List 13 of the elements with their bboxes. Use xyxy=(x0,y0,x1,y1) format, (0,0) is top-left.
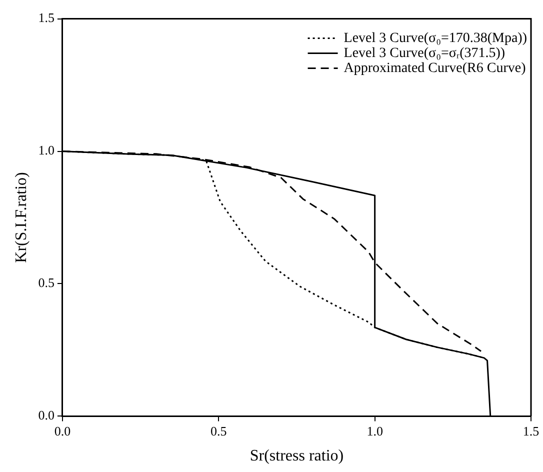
legend-label: Approximated Curve(R6 Curve) xyxy=(344,60,526,76)
x-tick-label: 1.5 xyxy=(522,423,540,438)
y-tick-label: 1.5 xyxy=(38,10,54,26)
y-tick-label: 0.0 xyxy=(38,408,54,423)
legend-label: Level 3 Curve(σ₀=σᵣ(371.5)) xyxy=(344,46,506,61)
y-tick-label: 1.0 xyxy=(38,142,54,158)
y-axis-title: Kr(S.I.F.ratio) xyxy=(12,172,30,263)
x-axis-title: Sr(stress ratio) xyxy=(250,448,344,465)
x-tick-label: 0.5 xyxy=(210,423,227,438)
x-tick-label: 1.0 xyxy=(366,423,383,438)
y-tick-label: 0.5 xyxy=(38,275,54,290)
legend-label: Level 3 Curve(σ₀=170.38(Mpa)) xyxy=(344,30,528,46)
x-tick-label: 0.0 xyxy=(54,423,71,438)
